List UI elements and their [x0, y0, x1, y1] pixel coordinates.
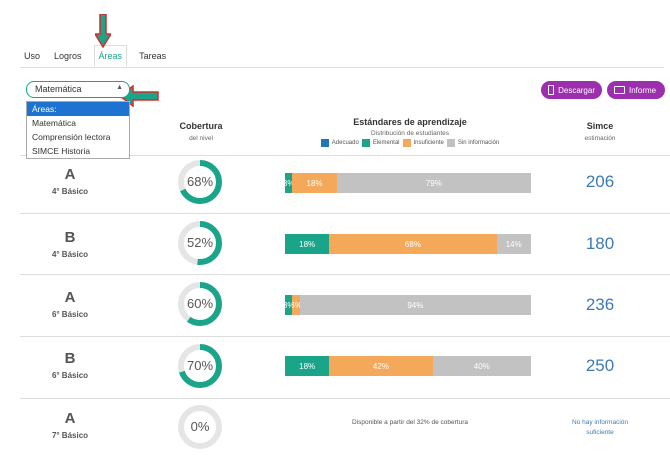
course-letter: B: [64, 229, 76, 246]
segment-elemental: 18%: [285, 356, 330, 376]
header-estandares-title: Estándares de aprendizaje: [353, 117, 467, 127]
grade-cell: A 6° Básico: [30, 289, 110, 319]
legend: Adecuado Elemental Insuficiente Sin info…: [290, 139, 530, 147]
standards-bar: 18% 68% 14%: [285, 234, 531, 254]
report-icon: [614, 86, 625, 94]
area-dropdown-menu: Áreas: Matemática Comprensión lectora SI…: [26, 101, 130, 159]
segment-sin-info: 79%: [336, 173, 531, 193]
header-cobertura-sub: del nivel: [189, 135, 213, 142]
descargar-button[interactable]: Descargar: [541, 81, 602, 99]
simce-score: 250: [585, 356, 615, 375]
area-option-comprension[interactable]: Comprensión lectora: [32, 132, 111, 142]
segment-sin-info: 94%: [299, 295, 531, 315]
course-letter: B: [64, 350, 76, 367]
simce-score: 180: [585, 234, 615, 253]
grade-cell: B 6° Básico: [30, 350, 110, 380]
coverage-percent: 60%: [186, 296, 214, 311]
legend-insuficiente: Insuficiente: [413, 140, 444, 146]
segment-elemental: 3%: [285, 295, 293, 315]
segment-insuficiente: 18%: [292, 173, 337, 193]
legend-elemental: Elemental: [372, 140, 400, 146]
header-simce-title: Simce: [586, 121, 614, 131]
legend-adecuado: Adecuado: [331, 140, 359, 146]
course-letter: A: [64, 410, 76, 427]
coverage-ring: 60%: [177, 281, 223, 327]
coverage-percent: 68%: [186, 174, 214, 189]
segment-elemental: 3%: [285, 173, 293, 193]
header-simce-sub: estimación: [584, 135, 616, 142]
tab-areas[interactable]: Áreas: [93, 45, 128, 67]
legend-swatch-sin-info: [446, 139, 455, 147]
header-cobertura: Cobertura del nivel: [166, 121, 236, 142]
availability-note: Disponible a partir del 32% de cobertura: [352, 419, 468, 426]
coverage-ring: 52%: [177, 220, 223, 266]
legend-swatch-insuficiente: [402, 139, 411, 147]
legend-sin-info: Sin información: [457, 140, 500, 146]
table-row-divider: [20, 213, 670, 214]
annotation-arrow-down-icon: [95, 14, 111, 48]
tabs-divider: [20, 67, 664, 68]
informe-label: Informe: [629, 85, 657, 95]
coverage-ring: 70%: [177, 343, 223, 389]
segment-insuficiente: 3%: [292, 295, 300, 315]
standards-bar: 3% 3% 94%: [285, 295, 531, 315]
course-level: 6° Básico: [51, 310, 89, 319]
grade-cell: B 4° Básico: [30, 229, 110, 259]
area-option-historia[interactable]: SIMCE Historia: [32, 146, 91, 156]
course-level: 4° Básico: [51, 187, 89, 196]
header-simce: Simce estimación: [565, 121, 635, 142]
course-level: 4° Básico: [51, 250, 89, 259]
course-level: 6° Básico: [51, 371, 89, 380]
legend-swatch-elemental: [361, 139, 370, 147]
course-letter: A: [64, 166, 76, 183]
legend-swatch-adecuado: [320, 139, 329, 147]
document-icon: [548, 85, 555, 95]
header-estandares-sub: Distribución de estudiantes: [370, 130, 450, 137]
table-row-divider: [20, 155, 670, 156]
tab-tareas[interactable]: Tareas: [139, 51, 167, 61]
area-option-header[interactable]: Áreas:: [27, 102, 129, 116]
coverage-percent: 0%: [190, 419, 210, 434]
simce-score: 236: [585, 295, 615, 314]
tab-logros[interactable]: Logros: [54, 51, 82, 61]
area-option-matematica[interactable]: Matemática: [32, 118, 76, 128]
simce-score: 206: [585, 172, 615, 191]
tab-uso[interactable]: Uso: [24, 51, 41, 61]
coverage-ring: 0%: [177, 404, 223, 450]
grade-cell: A 7° Básico: [30, 410, 110, 440]
standards-bar: 3% 18% 79%: [285, 173, 531, 193]
header-cobertura-title: Cobertura: [179, 121, 223, 131]
standards-bar: 18% 42% 40%: [285, 356, 531, 376]
table-row-divider: [20, 336, 670, 337]
simce-no-info-note: No hay información suficiente: [572, 419, 628, 436]
area-select-value: Matemática: [35, 84, 82, 94]
header-estandares: Estándares de aprendizaje Distribución d…: [290, 117, 530, 147]
course-level: 7° Básico: [51, 431, 89, 440]
area-select[interactable]: Matemática ▲: [26, 81, 130, 98]
grade-cell: A 4° Básico: [30, 166, 110, 196]
informe-button[interactable]: Informe: [607, 81, 665, 99]
coverage-percent: 52%: [186, 235, 214, 250]
chevron-up-icon: ▲: [116, 84, 123, 91]
segment-sin-info: 14%: [496, 234, 531, 254]
course-letter: A: [64, 289, 76, 306]
descargar-label: Descargar: [558, 85, 595, 95]
segment-elemental: 18%: [285, 234, 330, 254]
coverage-ring: 68%: [177, 159, 223, 205]
table-row-divider: [20, 274, 670, 275]
segment-sin-info: 40%: [432, 356, 531, 376]
coverage-percent: 70%: [186, 358, 214, 373]
tab-bar: Uso Logros Áreas Tareas: [22, 45, 168, 67]
segment-insuficiente: 68%: [329, 234, 497, 254]
segment-insuficiente: 42%: [329, 356, 433, 376]
table-row-divider: [20, 398, 670, 399]
